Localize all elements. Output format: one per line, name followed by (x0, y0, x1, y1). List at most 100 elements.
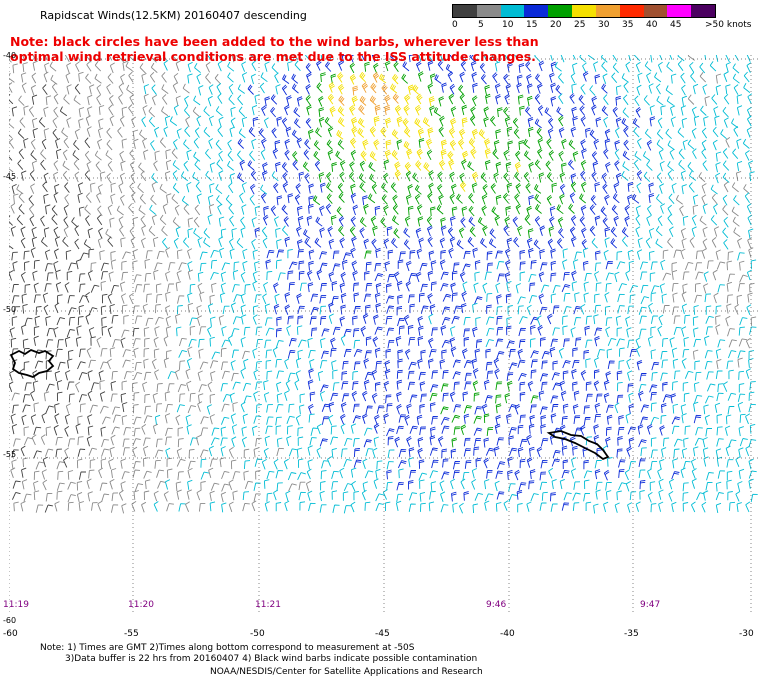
wind-barb (415, 271, 422, 283)
wind-barb (260, 192, 267, 204)
wind-barb (562, 459, 569, 470)
wind-barb (177, 384, 186, 393)
wind-barb (650, 391, 657, 401)
wind-barb (350, 183, 356, 195)
wind-barb (530, 369, 537, 379)
wind-barb (622, 107, 630, 118)
wind-barb (351, 117, 358, 128)
wind-barb (529, 414, 535, 426)
wind-barb (163, 126, 169, 137)
wind-barb (534, 118, 542, 129)
wind-barb (90, 382, 99, 391)
wind-barb (86, 161, 92, 172)
wind-barb (44, 62, 50, 73)
wind-barb (231, 424, 238, 435)
wind-barb (321, 350, 329, 359)
wind-barb (673, 448, 680, 458)
wind-barb (150, 140, 156, 151)
wind-barb (584, 479, 590, 490)
wind-barb (408, 294, 415, 303)
wind-barb (418, 472, 428, 481)
wind-barb (352, 85, 359, 96)
wind-barb (463, 405, 472, 414)
wind-barb (593, 380, 600, 391)
wind-barb (682, 349, 690, 358)
wind-barb (196, 489, 202, 501)
wind-barb (504, 272, 511, 283)
wind-barb (305, 94, 311, 106)
wind-barb (439, 115, 445, 127)
wind-barb (675, 194, 683, 205)
wind-barb (693, 414, 702, 424)
wind-barb (728, 339, 737, 348)
wind-barb (288, 403, 295, 413)
wind-barb (613, 215, 620, 227)
wind-barb (9, 82, 13, 93)
wind-barb (606, 426, 612, 436)
wind-barb (373, 139, 380, 150)
footer-credit: NOAA/NESDIS/Center for Satellite Applica… (210, 667, 483, 677)
wind-barb (132, 338, 141, 347)
wind-barb (362, 458, 368, 470)
wind-barb (667, 214, 673, 225)
wind-barb (742, 138, 750, 149)
wind-barb (747, 115, 752, 127)
wind-barb (635, 501, 641, 512)
wind-barb (518, 339, 526, 348)
wind-barb (353, 459, 362, 468)
wind-barb (177, 427, 184, 437)
wind-barb (364, 501, 371, 511)
wind-barb (642, 151, 651, 161)
wind-barb (350, 137, 357, 149)
wind-barb (449, 83, 456, 95)
wind-barb (627, 181, 634, 192)
wind-barb (199, 449, 209, 458)
wind-barb (349, 161, 355, 172)
wind-barb (495, 194, 502, 205)
wind-barb (616, 338, 625, 347)
wind-barb (165, 159, 172, 170)
wind-barb (524, 150, 531, 161)
wind-barb (251, 238, 256, 250)
wind-barb (722, 160, 730, 171)
wind-barb (209, 336, 215, 347)
wind-barb (153, 348, 160, 359)
wind-barb (350, 149, 357, 161)
wind-barb (385, 55, 388, 60)
wind-barb (21, 414, 27, 426)
wind-barb (519, 381, 526, 391)
wind-barb (308, 502, 316, 512)
wind-barb (242, 248, 248, 260)
wind-barb (715, 502, 722, 513)
wind-barb (87, 425, 94, 436)
wind-barb (232, 402, 238, 412)
wind-barb (264, 501, 270, 512)
wind-barb (296, 447, 303, 458)
wind-barb (562, 259, 568, 270)
wind-barb (442, 293, 452, 302)
wind-barb (271, 171, 279, 182)
land-outlines (9, 348, 610, 461)
wind-barb (350, 216, 356, 227)
wind-barb (749, 381, 756, 390)
wind-barb (54, 413, 60, 424)
wind-barb (515, 203, 522, 215)
wind-barb (496, 261, 505, 270)
wind-barb (484, 493, 494, 502)
wind-barb (276, 370, 284, 379)
wind-barb (328, 238, 335, 250)
wind-barb (450, 282, 456, 293)
wind-barb (632, 117, 640, 128)
wind-barb (281, 162, 289, 173)
wind-barb (13, 438, 21, 447)
wind-barb (745, 337, 751, 349)
wind-barb (321, 403, 330, 412)
wind-barb (550, 55, 553, 61)
wind-barb (332, 382, 340, 391)
wind-barb (237, 84, 245, 94)
wind-barb (505, 205, 511, 216)
wind-barb (99, 405, 109, 414)
wind-barb (182, 83, 190, 94)
wind-barb (369, 126, 377, 137)
wind-barb (72, 150, 80, 161)
